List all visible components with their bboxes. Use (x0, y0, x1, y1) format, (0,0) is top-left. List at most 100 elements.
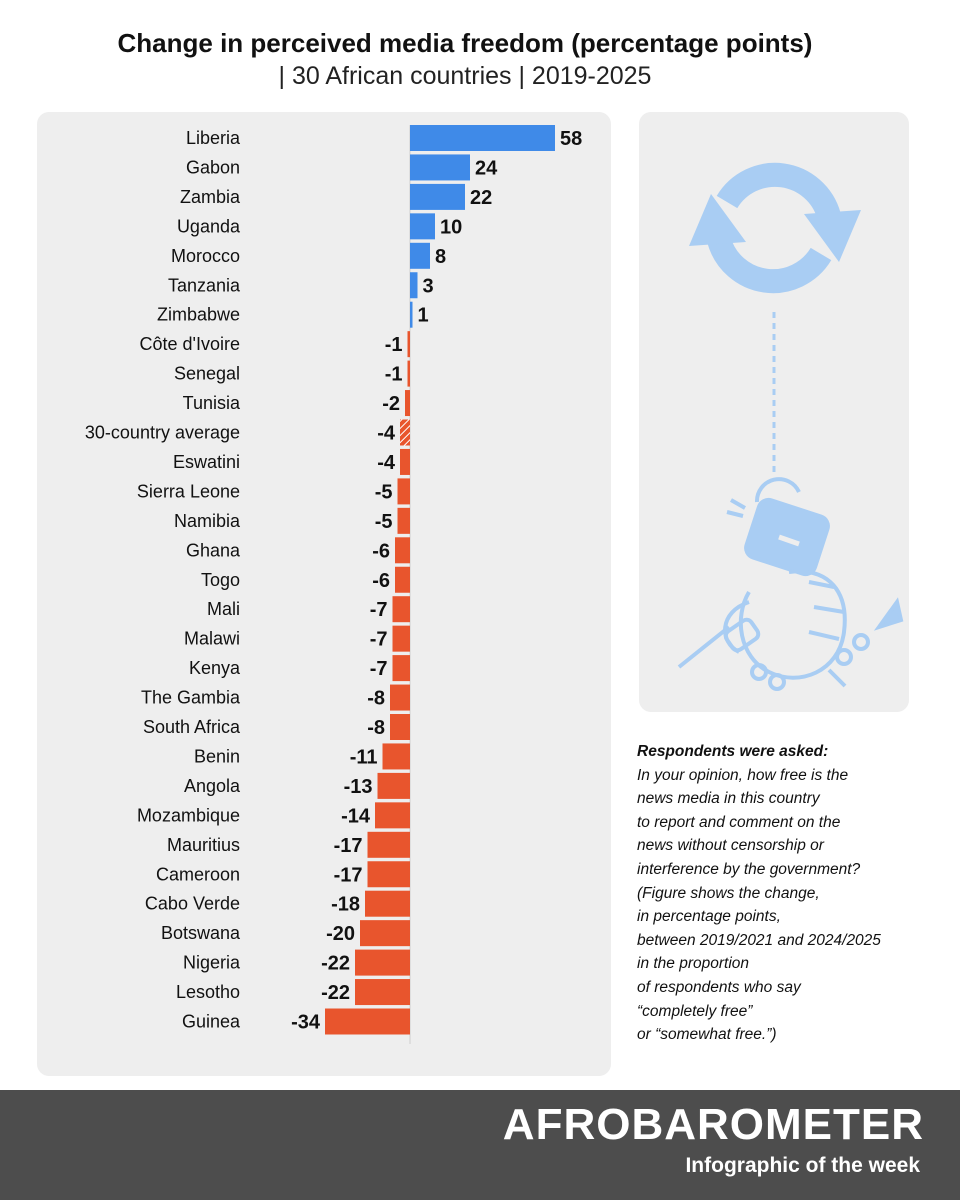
category-label: Zambia (180, 187, 241, 207)
value-label: -22 (321, 953, 350, 975)
microphone-fist-broken-chain-icon (677, 477, 904, 691)
arrow-head-icon (689, 194, 746, 246)
question-line: to report and comment on the (637, 813, 841, 831)
value-label: 24 (475, 157, 498, 179)
question-heading: Respondents were asked: (637, 743, 829, 760)
value-label: -6 (372, 540, 390, 562)
category-label: Togo (201, 570, 240, 590)
category-label: Cameroon (156, 864, 240, 884)
bar (395, 537, 410, 564)
bar (407, 331, 410, 358)
question-line: (Figure shows the change, (637, 884, 820, 902)
value-label: -17 (334, 835, 363, 857)
category-label: Mauritius (167, 835, 240, 855)
value-label: -2 (382, 393, 400, 415)
footer-bar: AFROBAROMETER Infographic of the week (0, 1090, 960, 1200)
category-label: Sierra Leone (137, 481, 240, 501)
category-label: Kenya (189, 658, 241, 678)
bar (400, 448, 410, 475)
title-block: Change in perceived media freedom (perce… (0, 26, 930, 92)
category-label: Zimbabwe (157, 305, 240, 325)
bar (392, 596, 410, 623)
bar (400, 419, 410, 446)
value-label: -17 (334, 864, 363, 886)
survey-question: Respondents were asked: In your opinion,… (637, 740, 937, 1047)
category-label: Nigeria (183, 953, 241, 973)
bar (367, 831, 410, 858)
category-label: Liberia (186, 128, 241, 148)
question-line: of respondents who say (637, 978, 801, 996)
bar (397, 478, 410, 505)
value-label: -1 (385, 334, 403, 356)
value-label: -18 (331, 894, 360, 916)
bar (375, 802, 410, 829)
value-label: -34 (291, 1012, 321, 1034)
bar-chart: Liberia 58 Gabon 24 Zambia 22 Uganda 10 Morocco 8… (85, 125, 582, 1044)
value-label: 3 (423, 275, 434, 297)
bar (392, 655, 410, 682)
bar (407, 360, 410, 387)
value-label: -5 (375, 511, 393, 533)
chart-subtitle: | 30 African countries | 2019-2025 (278, 62, 652, 90)
bar (410, 301, 413, 328)
chart-title: Change in perceived media freedom (perce… (117, 28, 813, 58)
category-label: Côte d'Ivoire (140, 334, 241, 354)
category-label: Tanzania (168, 275, 241, 295)
bar (410, 125, 555, 151)
bar (365, 890, 410, 917)
refresh-arrows-icon (707, 162, 841, 294)
question-line: interference by the government? (637, 860, 861, 878)
category-label: Mozambique (137, 805, 240, 825)
category-label: Eswatini (173, 452, 240, 472)
value-label: -11 (350, 746, 378, 768)
bar (410, 272, 418, 299)
value-label: -6 (372, 570, 390, 592)
category-label: Angola (184, 776, 241, 796)
bar (382, 743, 410, 770)
value-label: -22 (321, 982, 350, 1004)
category-label: Lesotho (176, 982, 240, 1002)
bar (410, 242, 430, 269)
category-label: Namibia (174, 511, 241, 531)
bar (410, 154, 470, 181)
category-label: Guinea (182, 1012, 241, 1032)
value-label: -20 (326, 923, 355, 945)
value-label: -7 (370, 599, 388, 621)
value-label: -14 (341, 805, 371, 827)
footer-tagline: Infographic of the week (685, 1154, 920, 1177)
bar (355, 949, 410, 976)
category-label: Gabon (186, 157, 240, 177)
bar (360, 920, 410, 947)
bar (355, 979, 410, 1006)
category-label: Malawi (184, 629, 240, 649)
question-line: in the proportion (637, 955, 750, 973)
category-label: Botswana (161, 923, 241, 943)
question-line: In your opinion, how free is the (637, 766, 849, 784)
value-label: -1 (385, 364, 403, 386)
category-label: Benin (194, 746, 240, 766)
value-label: -8 (367, 717, 385, 739)
question-line: in percentage points, (637, 908, 781, 926)
bar (395, 566, 410, 593)
bar (377, 772, 410, 799)
category-label: Mali (207, 599, 240, 619)
category-label: 30-country average (85, 423, 240, 443)
illustration-panel (639, 112, 909, 712)
question-line: news media in this country (637, 790, 820, 808)
bar (367, 861, 410, 888)
category-label: Uganda (177, 216, 241, 236)
question-line: news without censorship or (637, 837, 824, 855)
bar (390, 684, 410, 711)
value-label: 8 (435, 246, 446, 268)
value-label: -8 (367, 688, 385, 710)
bar (410, 183, 465, 210)
category-label: Tunisia (183, 393, 241, 413)
value-label: -13 (344, 776, 373, 798)
value-label: 10 (440, 216, 462, 238)
category-label: Senegal (174, 364, 240, 384)
bar (405, 390, 410, 417)
bar (397, 507, 410, 534)
brand-logo: AFROBAROMETER (502, 1100, 924, 1149)
bar (325, 1008, 410, 1035)
question-line: “completely free” (637, 1002, 753, 1020)
